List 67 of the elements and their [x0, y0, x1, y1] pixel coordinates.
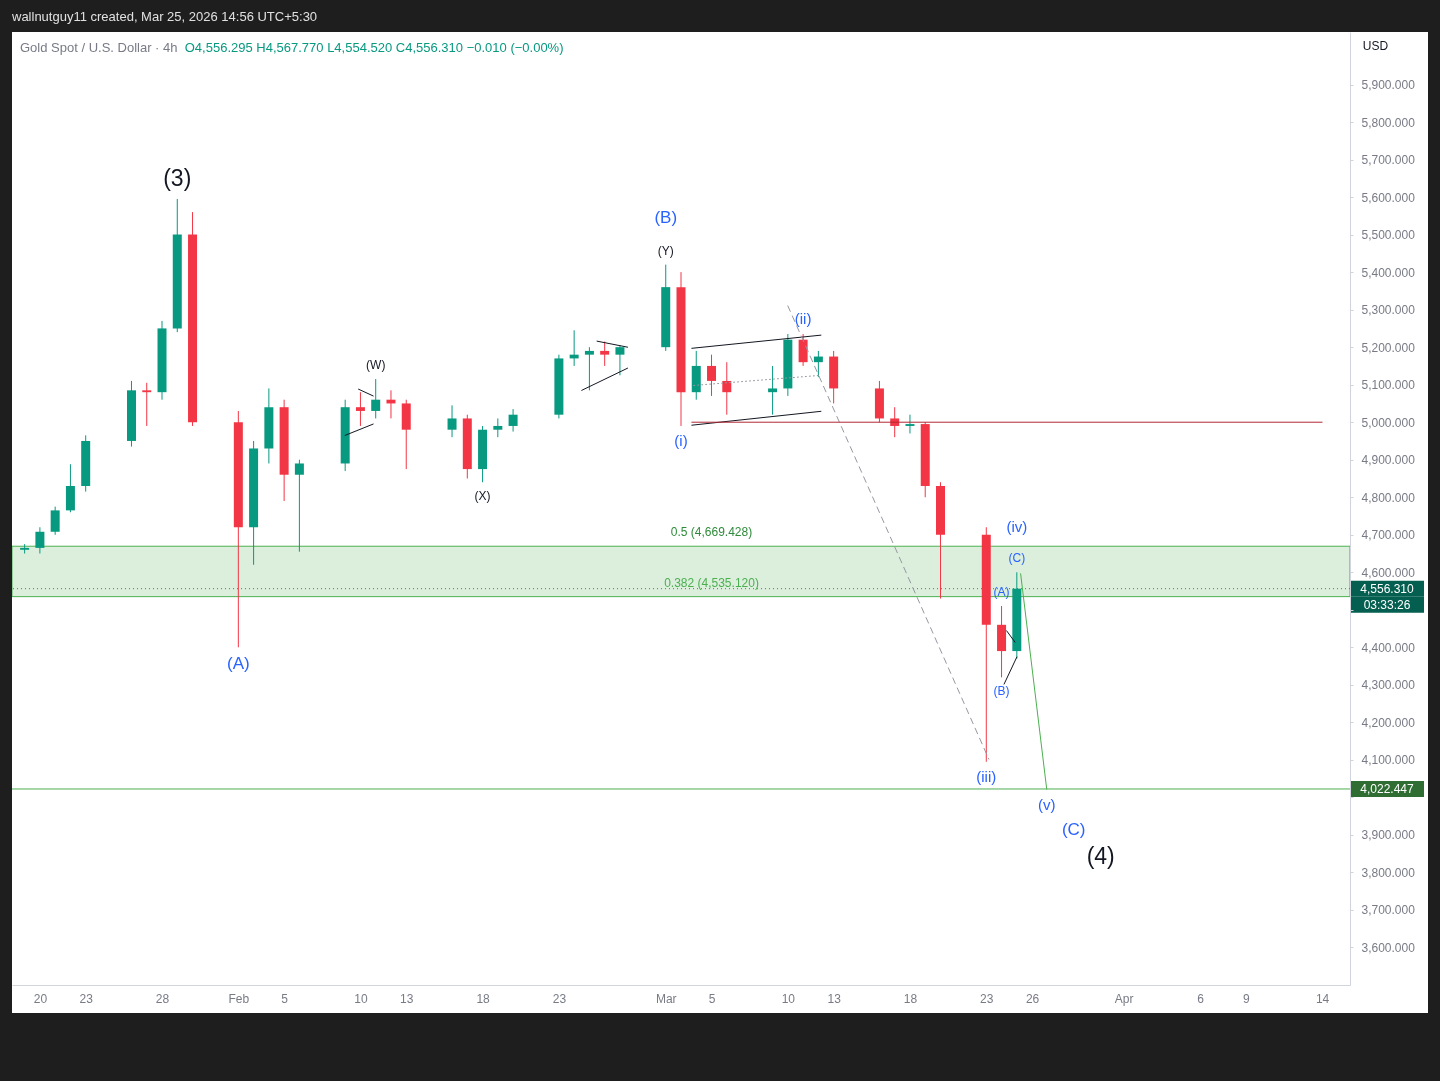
- y-tick-label: 5,400.000: [1361, 265, 1416, 280]
- annotation: (X): [474, 489, 491, 504]
- y-tick-label: 5,600.000: [1361, 190, 1416, 205]
- annotation: 0.5 (4,669.428): [670, 525, 753, 540]
- y-tick-label: 5,900.000: [1361, 78, 1416, 93]
- annotation: (Y): [657, 243, 674, 258]
- x-tick-label: 18: [903, 991, 918, 1006]
- annotation: (3): [163, 165, 192, 192]
- y-tick-label: 5,000.000: [1361, 415, 1416, 430]
- x-tick-label: 28: [155, 991, 170, 1006]
- ref-line-label: 4,022.447: [1360, 781, 1415, 796]
- x-tick-label: 5: [708, 991, 716, 1006]
- x-tick-label: Mar: [655, 991, 677, 1006]
- text: wallnutguy11 created, Mar 25, 2026 14:56 UTC+5:30: [12, 9, 318, 24]
- y-tick-label: 4,600.000: [1361, 565, 1416, 580]
- annotation: (C): [1061, 819, 1086, 839]
- x-tick-label: 5: [281, 991, 289, 1006]
- x-tick-label: Apr: [1114, 991, 1134, 1006]
- x-tick-label: 23: [79, 991, 94, 1006]
- x-tick-label: Feb: [228, 991, 250, 1006]
- x-tick-label: 20: [33, 991, 48, 1006]
- annotation: (ii): [794, 309, 812, 327]
- x-tick-label: 18: [476, 991, 491, 1006]
- x-tick-label: 14: [1315, 991, 1330, 1006]
- y-tick-label: 5,300.000: [1361, 303, 1416, 318]
- ref-line-label: 4,556.310: [1360, 581, 1415, 596]
- annotation: (4): [1086, 842, 1115, 869]
- annotation: (W): [366, 358, 386, 373]
- y-tick-label: 3,800.000: [1361, 865, 1416, 880]
- y-tick-label: 4,400.000: [1361, 640, 1416, 655]
- y-tick-label: 5,100.000: [1361, 378, 1416, 393]
- x-tick-label: 23: [552, 991, 567, 1006]
- y-tick-label: 4,800.000: [1361, 490, 1416, 505]
- y-tick-label: 5,500.000: [1361, 228, 1416, 243]
- annotation: (iii): [976, 768, 997, 786]
- annotation: (B): [654, 208, 678, 228]
- y-tick-label: 5,700.000: [1361, 153, 1416, 168]
- x-tick-label: 26: [1025, 991, 1040, 1006]
- y-axis-title: USD: [1362, 38, 1389, 53]
- annotation: (iv): [1006, 517, 1028, 535]
- y-tick-label: 4,700.000: [1361, 528, 1416, 543]
- text: Gold Spot / U.S. Dollar · 4h: [20, 40, 178, 55]
- x-tick-label: 13: [400, 991, 414, 1006]
- y-tick-label: 3,600.000: [1361, 940, 1416, 955]
- x-tick-label: 13: [827, 991, 842, 1006]
- y-tick-label: 5,800.000: [1361, 115, 1416, 130]
- x-tick-label: 10: [781, 991, 796, 1006]
- annotation: (A): [227, 653, 250, 673]
- x-tick-label: 6: [1197, 991, 1205, 1006]
- y-tick-label: 4,200.000: [1361, 715, 1416, 730]
- y-tick-label: 4,100.000: [1361, 753, 1416, 768]
- y-tick-label: 3,700.000: [1361, 903, 1416, 918]
- annotation: (v): [1037, 795, 1056, 813]
- annotation: 0.382 (4,535.120): [664, 575, 759, 590]
- text: 03:33:26: [1363, 597, 1411, 612]
- y-tick-label: 3,900.000: [1361, 828, 1416, 843]
- annotation: (i): [674, 432, 688, 450]
- annotation: (B): [993, 684, 1010, 699]
- annotation: (C): [1008, 551, 1026, 566]
- y-tick-label: 4,900.000: [1361, 453, 1416, 468]
- y-tick-label: 4,300.000: [1361, 678, 1416, 693]
- x-tick-label: 9: [1242, 991, 1250, 1006]
- x-tick-label: 23: [980, 991, 994, 1006]
- annotation: (A): [993, 585, 1010, 600]
- text: O4,556.295 H4,567.770 L4,554.520 C4,556.310 −0.010 (−0.00%): [184, 40, 564, 55]
- y-tick-label: 5,200.000: [1361, 340, 1416, 355]
- x-tick-label: 10: [354, 991, 368, 1006]
